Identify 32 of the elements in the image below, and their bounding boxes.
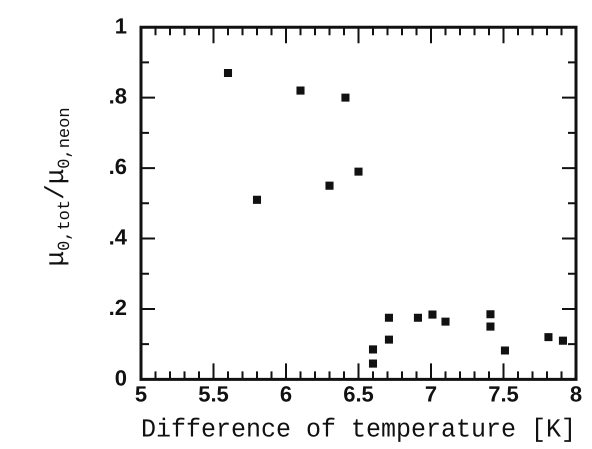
point bbox=[384, 336, 393, 344]
point bbox=[500, 346, 509, 355]
x-tick-label: 6.5 bbox=[343, 382, 374, 407]
y-tick-label: .6 bbox=[108, 154, 127, 180]
point bbox=[414, 314, 422, 322]
point bbox=[384, 314, 393, 322]
y-tick-label: .8 bbox=[108, 84, 127, 109]
point bbox=[252, 196, 262, 204]
x-tick-label: 7 bbox=[424, 382, 438, 407]
point bbox=[368, 360, 378, 368]
x-tick-label: 7.5 bbox=[488, 382, 519, 407]
point bbox=[428, 310, 436, 319]
point bbox=[368, 345, 378, 354]
point bbox=[296, 86, 305, 95]
x-tick-label: 8 bbox=[570, 382, 582, 407]
y-tick-label: 1 bbox=[114, 13, 127, 38]
y-tick-label: .4 bbox=[108, 224, 128, 250]
point bbox=[441, 318, 450, 326]
point bbox=[341, 94, 350, 102]
point bbox=[558, 336, 567, 345]
x-axis-title: Difference of temperature [K] bbox=[141, 414, 576, 444]
point bbox=[486, 322, 494, 331]
point bbox=[325, 182, 334, 190]
y-tick-label: .2 bbox=[108, 295, 127, 320]
point bbox=[544, 333, 552, 342]
x-tick-label: 5 bbox=[134, 382, 148, 407]
x-tick-label: 6 bbox=[280, 382, 292, 407]
point bbox=[354, 168, 363, 176]
x-tick-label: 5.5 bbox=[198, 382, 229, 407]
point bbox=[224, 68, 232, 78]
y-tick-label: 0 bbox=[114, 365, 127, 390]
point bbox=[486, 310, 494, 318]
